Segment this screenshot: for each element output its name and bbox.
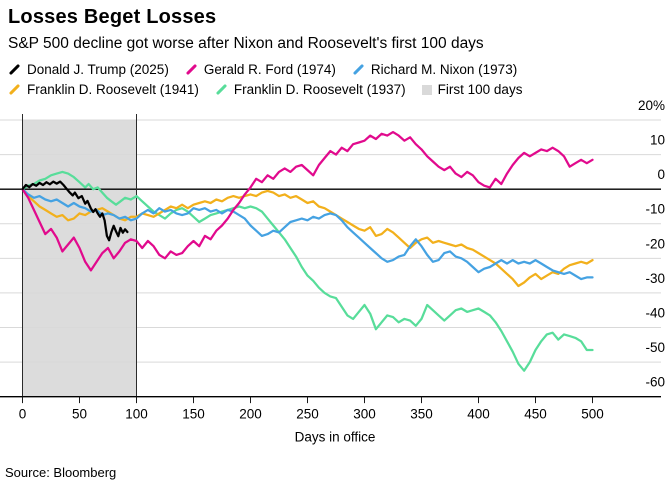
x-axis-tick-label: 350 xyxy=(410,407,433,422)
y-axis-tick-label: -30 xyxy=(645,271,665,286)
x-axis-tick-label: 50 xyxy=(72,407,87,422)
y-axis-tick-label: -20 xyxy=(645,236,665,251)
chart-subtitle: S&P 500 decline got worse after Nixon an… xyxy=(8,35,484,52)
y-axis-tick-label: -50 xyxy=(645,340,665,355)
x-axis-title: Days in office xyxy=(295,430,376,445)
x-axis-tick-label: 300 xyxy=(353,407,376,422)
legend-item: Gerald R. Ford (1974) xyxy=(185,62,336,77)
series-line-franklin-d-roosevelt-1937 xyxy=(21,170,594,372)
source-note: Source: Bloomberg xyxy=(5,465,117,480)
series-line-gerald-r-ford-1974 xyxy=(21,130,594,272)
legend-marker-line xyxy=(352,63,365,76)
y-axis-tick-label: 20% xyxy=(638,98,665,113)
x-axis-tick-label: 0 xyxy=(19,407,27,422)
x-axis-tick-label: 450 xyxy=(524,407,547,422)
legend-item: First 100 days xyxy=(421,82,523,97)
legend-item-label: Gerald R. Ford (1974) xyxy=(203,62,336,77)
chart-plot-area: 20%100-10-20-30-40-50-600 50 100 150 200 250 3… xyxy=(0,98,665,445)
x-axis-tick-label: 250 xyxy=(296,407,319,422)
legend-item: Donald J. Trump (2025) xyxy=(8,62,169,77)
legend-item-label: First 100 days xyxy=(437,82,523,97)
legend-marker-line xyxy=(185,63,197,76)
y-axis-tick-label: 10 xyxy=(650,133,665,148)
legend-item: Richard M. Nixon (1973) xyxy=(352,62,517,77)
page-title: Losses Beget Losses xyxy=(8,6,217,28)
y-axis-tick-label: -60 xyxy=(645,375,665,390)
legend-marker-line xyxy=(215,83,227,96)
legend-item: Franklin D. Roosevelt (1941) xyxy=(8,82,199,97)
x-axis-tick-label: 500 xyxy=(581,407,604,422)
legend-marker-line xyxy=(8,83,21,96)
legend-item-label: Richard M. Nixon (1973) xyxy=(370,62,518,77)
series-line-richard-m-nixon-1973 xyxy=(21,188,594,281)
legend-item-label: Franklin D. Roosevelt (1941) xyxy=(27,82,199,97)
legend-item-label: Donald J. Trump (2025) xyxy=(27,62,169,77)
x-axis-tick-label: 150 xyxy=(182,407,205,422)
legend-item: Franklin D. Roosevelt (1937) xyxy=(215,82,406,97)
legend-marker-line xyxy=(8,63,21,76)
x-axis-tick-label: 400 xyxy=(467,407,490,422)
x-axis-tick-label: 100 xyxy=(125,407,148,422)
y-axis-tick-label: 0 xyxy=(657,167,665,182)
legend: Donald J. Trump (2025) Gerald R. Ford (19… xyxy=(0,53,616,97)
legend-marker-square xyxy=(421,84,432,95)
x-axis-tick-label: 200 xyxy=(239,407,262,422)
series-line-donald-j-trump-2025 xyxy=(21,180,129,242)
y-axis-tick-label: -40 xyxy=(645,305,665,320)
y-axis-tick-label: -10 xyxy=(645,202,665,217)
legend-item-label: Franklin D. Roosevelt (1937) xyxy=(233,82,406,97)
